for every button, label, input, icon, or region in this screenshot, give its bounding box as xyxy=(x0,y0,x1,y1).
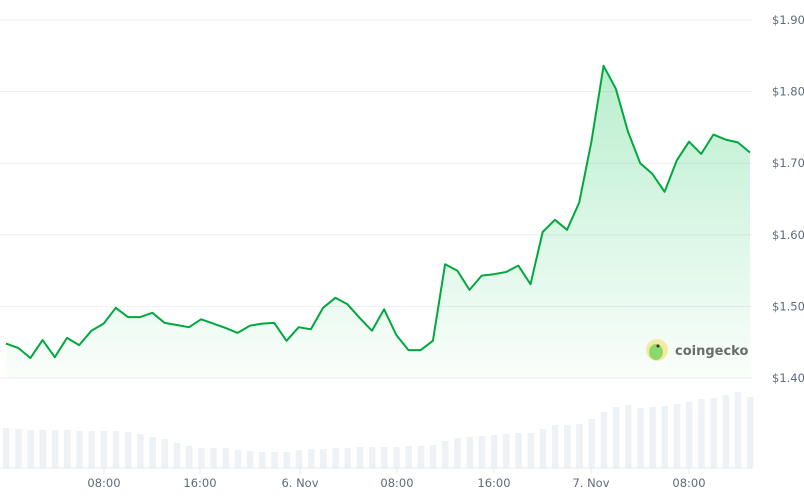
volume-bar xyxy=(454,438,461,468)
volume-bar xyxy=(625,405,632,468)
volume-bar xyxy=(637,408,644,468)
volume-bar xyxy=(527,433,534,468)
volume-bar xyxy=(649,407,656,468)
price-line xyxy=(5,64,751,359)
volume-bar xyxy=(149,437,156,468)
y-tick-label: $1.90 xyxy=(772,13,804,27)
volume-bar xyxy=(173,443,181,468)
volume-bar xyxy=(576,424,583,468)
volume-bar xyxy=(320,449,327,468)
volume-bar xyxy=(417,446,425,468)
volume-bar xyxy=(100,431,108,468)
coingecko-watermark: coingecko xyxy=(646,339,748,361)
volume-bar xyxy=(271,452,278,468)
y-tick-label: $1.50 xyxy=(772,299,804,313)
volume-bar xyxy=(381,447,388,468)
volume-bar xyxy=(295,450,303,468)
volume-bar xyxy=(747,397,754,468)
y-tick-label: $1.70 xyxy=(772,156,804,170)
volume-bar xyxy=(246,451,254,468)
y-tick-label: $1.80 xyxy=(772,85,804,99)
volume-bar xyxy=(478,436,486,468)
volume-bar xyxy=(198,448,205,468)
x-tick-label: 08:00 xyxy=(672,476,705,490)
volume-bar xyxy=(710,398,717,468)
coingecko-wordmark: coingecko xyxy=(675,344,748,359)
volume-bar xyxy=(515,433,522,468)
volume-bar xyxy=(612,407,620,468)
volume-bar xyxy=(564,425,571,468)
volume-bar xyxy=(466,437,473,468)
volume-bar xyxy=(393,447,400,468)
x-tick-label: 16:00 xyxy=(477,476,510,490)
y-tick-label: $1.40 xyxy=(772,371,804,385)
y-tick-label: $1.60 xyxy=(772,228,804,242)
volume-bar xyxy=(661,406,669,468)
volume-bar xyxy=(405,446,412,468)
volume-bar xyxy=(185,446,193,468)
volume-bar xyxy=(344,448,352,468)
volume-bar xyxy=(307,449,315,468)
volume-bar xyxy=(15,429,22,468)
volume-bar xyxy=(124,432,132,468)
volume-bar xyxy=(210,448,217,468)
volume-bar xyxy=(234,450,242,468)
volume-bar xyxy=(356,447,364,468)
x-tick-label: 16:00 xyxy=(183,476,216,490)
volume-bar xyxy=(63,430,71,468)
volume-bar xyxy=(698,399,705,468)
x-tick-label: 08:00 xyxy=(87,476,120,490)
volume-bar xyxy=(88,431,95,468)
volume-bar xyxy=(161,439,169,468)
volume-bar xyxy=(51,430,59,468)
volume-bar xyxy=(588,419,595,468)
volume-bar xyxy=(3,428,10,468)
volume-bar xyxy=(76,431,83,468)
volume-bar xyxy=(137,434,144,468)
volume-bar xyxy=(112,431,120,468)
volume-bar xyxy=(429,445,437,468)
x-tick-label: 08:00 xyxy=(380,476,413,490)
volume-bar xyxy=(600,412,608,468)
volume-bar xyxy=(686,402,693,468)
volume-bar xyxy=(368,447,376,468)
volume-bar xyxy=(503,434,510,468)
volume-bar xyxy=(490,435,498,468)
volume-bar xyxy=(722,395,730,468)
volume-bar xyxy=(551,425,559,468)
x-tick-label: 7. Nov xyxy=(572,476,609,490)
volume-bar xyxy=(442,441,449,468)
volume-bar xyxy=(673,404,681,468)
volume-bar xyxy=(222,448,230,468)
price-area-fill xyxy=(6,65,750,379)
volume-bar xyxy=(539,429,547,468)
volume-bar xyxy=(259,452,266,468)
volume-bar xyxy=(39,430,47,468)
volume-bar xyxy=(332,448,339,468)
volume-bar xyxy=(734,392,742,468)
volume-bar xyxy=(283,452,291,468)
volume-bar xyxy=(27,430,34,468)
x-tick-label: 6. Nov xyxy=(281,476,318,490)
